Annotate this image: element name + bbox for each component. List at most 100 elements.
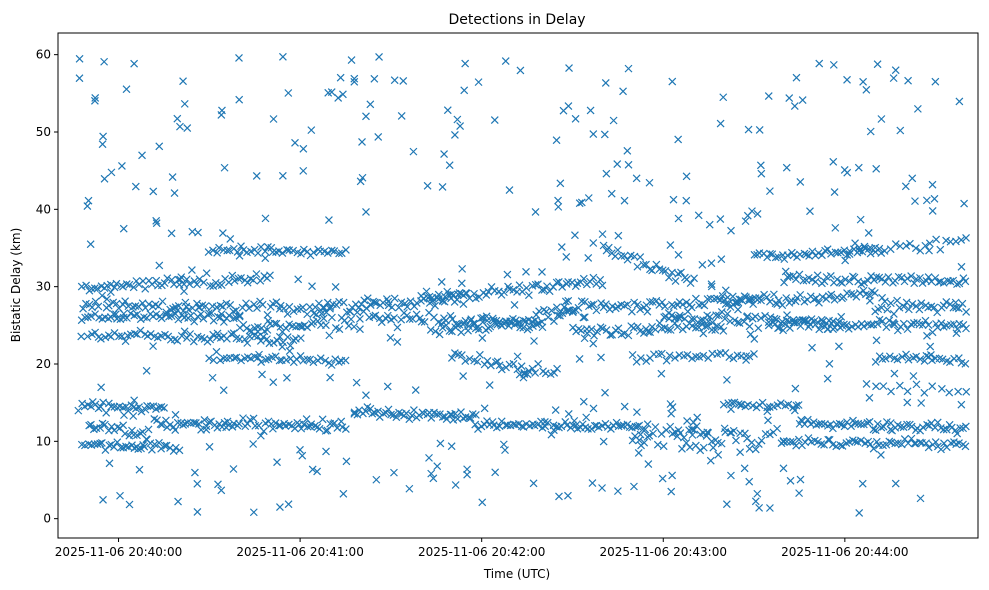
- data-point: [235, 419, 243, 428]
- data-point: [843, 168, 852, 177]
- data-point: [176, 122, 184, 131]
- data-point: [811, 320, 820, 329]
- data-point: [462, 289, 471, 298]
- data-point: [323, 426, 332, 435]
- data-point: [674, 135, 683, 144]
- data-point: [240, 335, 249, 344]
- data-point: [736, 448, 745, 457]
- data-point: [109, 310, 118, 318]
- data-point: [326, 373, 335, 382]
- data-point: [362, 207, 370, 216]
- data-point: [771, 299, 780, 308]
- data-point: [827, 249, 835, 258]
- data-point: [458, 264, 467, 273]
- data-point: [246, 354, 255, 363]
- data-point: [252, 270, 261, 278]
- data-point: [223, 246, 232, 255]
- data-point: [699, 443, 708, 452]
- data-point: [289, 307, 298, 316]
- data-point: [562, 421, 571, 430]
- data-point: [397, 112, 406, 120]
- data-point: [704, 317, 713, 326]
- data-point: [620, 196, 629, 205]
- data-point: [138, 428, 147, 436]
- x-tick-label: 2025-11-06 20:42:00: [418, 545, 545, 559]
- data-point: [552, 278, 561, 287]
- data-point: [149, 342, 158, 351]
- data-point: [360, 296, 369, 305]
- data-point: [571, 114, 580, 123]
- data-point: [925, 239, 934, 248]
- data-point: [484, 287, 493, 296]
- data-point: [957, 400, 966, 409]
- data-point: [555, 492, 563, 501]
- data-point: [664, 325, 672, 334]
- data-point: [766, 297, 774, 306]
- data-point: [255, 350, 263, 359]
- data-point: [299, 420, 308, 429]
- data-point: [474, 78, 483, 87]
- data-point: [891, 240, 900, 249]
- data-point: [617, 421, 626, 430]
- data-point: [235, 311, 244, 320]
- data-point: [685, 443, 694, 452]
- y-tick-label: 60: [36, 48, 51, 62]
- data-point: [503, 270, 512, 279]
- data-point: [782, 316, 791, 325]
- data-point: [939, 301, 948, 310]
- data-point: [162, 441, 171, 450]
- data-point: [904, 439, 913, 448]
- data-point: [666, 326, 675, 334]
- data-point: [714, 450, 723, 459]
- data-point: [866, 249, 875, 258]
- data-point: [933, 418, 942, 427]
- data-point: [696, 316, 705, 325]
- data-point: [613, 487, 622, 496]
- data-point: [722, 500, 731, 509]
- data-point: [235, 95, 244, 104]
- data-point: [619, 87, 627, 96]
- data-point: [889, 319, 898, 328]
- data-point: [524, 291, 533, 300]
- data-point: [577, 326, 585, 335]
- data-point: [84, 196, 93, 205]
- data-point: [167, 276, 176, 284]
- data-point: [633, 322, 642, 331]
- data-point: [482, 312, 491, 321]
- data-point: [474, 325, 483, 334]
- data-point: [136, 326, 145, 335]
- data-point: [648, 266, 656, 275]
- data-point: [257, 358, 266, 366]
- data-point: [597, 353, 605, 362]
- data-point: [586, 106, 595, 115]
- data-point: [799, 315, 807, 324]
- data-point: [670, 314, 679, 323]
- data-point: [484, 324, 493, 333]
- data-point: [794, 401, 803, 409]
- data-point: [423, 181, 432, 190]
- data-point: [382, 295, 391, 303]
- data-point: [807, 315, 816, 323]
- data-point: [263, 325, 272, 334]
- data-point: [714, 438, 722, 447]
- data-point: [229, 314, 238, 323]
- data-point: [308, 282, 316, 291]
- data-point: [188, 227, 197, 236]
- data-point: [278, 249, 287, 257]
- data-point: [245, 326, 254, 335]
- data-point: [427, 414, 436, 422]
- data-point: [262, 335, 271, 344]
- data-point: [206, 335, 215, 344]
- data-point: [448, 315, 457, 324]
- data-point: [235, 251, 244, 260]
- data-point: [399, 76, 408, 85]
- data-point: [296, 334, 305, 343]
- data-point: [94, 302, 103, 311]
- data-point: [680, 314, 689, 323]
- data-point: [855, 509, 864, 517]
- data-point: [321, 321, 330, 330]
- data-point: [915, 320, 924, 329]
- data-point: [230, 354, 239, 362]
- data-point: [99, 132, 108, 141]
- data-point: [889, 74, 898, 83]
